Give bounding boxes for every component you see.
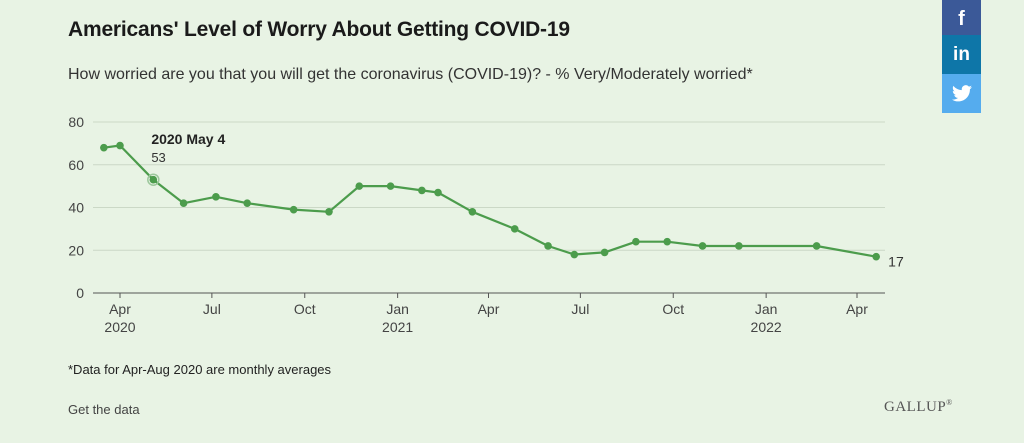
data-point — [243, 199, 252, 208]
data-point — [663, 237, 671, 246]
x-tick-year-label: 2020 — [104, 319, 135, 335]
data-point — [418, 186, 426, 195]
chart-subtitle: How worried are you that you will get th… — [68, 66, 753, 83]
annotation-date-label: 2020 May 4 — [151, 131, 225, 147]
data-point — [544, 242, 552, 250]
y-tick-label: 0 — [76, 285, 84, 301]
brand-text: GALLUP — [884, 399, 947, 415]
end-value-label: 17 — [888, 254, 904, 270]
data-point — [179, 199, 188, 208]
footnote: *Data for Apr-Aug 2020 are monthly avera… — [68, 362, 332, 377]
y-tick-label: 60 — [68, 157, 84, 173]
chart-title: Americans' Level of Worry About Getting … — [68, 18, 570, 41]
get-data-link[interactable]: Get the data — [68, 402, 140, 417]
x-tick-label: Oct — [662, 301, 684, 317]
data-point — [355, 182, 364, 190]
data-point — [570, 250, 579, 259]
x-tick-label: Apr — [478, 301, 500, 317]
x-tick-label: Jul — [571, 301, 589, 317]
data-point — [510, 225, 519, 233]
y-tick-label: 40 — [68, 200, 84, 216]
highlight-ring — [147, 173, 160, 186]
x-tick-label: Jan — [386, 301, 409, 317]
data-point — [434, 188, 442, 197]
x-tick-label: Apr — [846, 301, 868, 317]
linkedin-share-button[interactable]: in — [942, 35, 981, 74]
x-tick-label: Jul — [203, 301, 221, 317]
y-tick-label: 80 — [68, 114, 84, 130]
data-point — [100, 143, 108, 152]
data-point — [812, 242, 821, 250]
x-tick-year-label: 2022 — [751, 319, 782, 335]
twitter-share-button[interactable] — [942, 74, 981, 113]
linkedin-icon: in — [953, 43, 970, 65]
data-point — [600, 248, 609, 257]
twitter-icon — [951, 85, 972, 102]
data-point — [116, 141, 124, 150]
facebook-icon: f — [958, 8, 965, 30]
x-tick-year-label: 2021 — [382, 319, 413, 335]
x-tick-label: Jan — [755, 301, 778, 317]
data-point — [325, 207, 333, 216]
gallup-logo: GALLUP® — [884, 398, 953, 416]
data-point — [289, 205, 298, 214]
data-point — [735, 242, 743, 250]
data-point — [212, 193, 220, 201]
data-point — [698, 242, 707, 250]
annotation-value-label: 53 — [151, 150, 165, 165]
data-point — [386, 182, 395, 190]
y-tick-label: 20 — [68, 242, 84, 258]
series-line — [103, 144, 877, 258]
brand-mark: ® — [946, 398, 953, 407]
data-point — [149, 175, 158, 184]
data-point — [632, 237, 640, 246]
x-tick-label: Apr — [109, 301, 131, 317]
data-point — [468, 207, 477, 216]
facebook-share-button[interactable]: f — [942, 0, 981, 39]
data-point — [872, 252, 880, 261]
x-tick-label: Oct — [294, 301, 316, 317]
